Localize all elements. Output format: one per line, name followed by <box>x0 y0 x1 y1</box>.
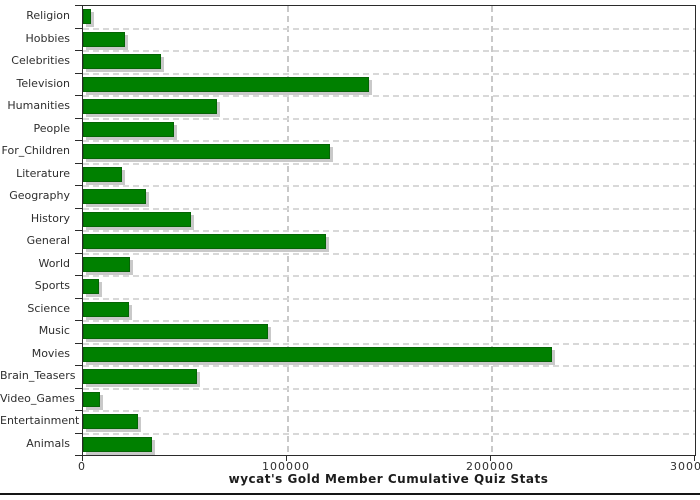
y-axis-tick <box>75 455 82 456</box>
x-axis-tick <box>694 456 695 461</box>
row-separator-gridline <box>83 163 695 165</box>
y-axis-label-humanities: Humanities <box>7 99 70 112</box>
y-axis-tick <box>75 388 82 389</box>
y-axis-tick <box>75 410 82 411</box>
x-axis-tick-label: 100000 <box>262 460 310 473</box>
y-axis-tick <box>75 275 82 276</box>
row-separator-gridline <box>83 28 695 30</box>
row-separator-gridline <box>83 230 695 232</box>
bar-science <box>83 302 129 317</box>
y-axis-label-video_games: Video_Games <box>0 392 75 405</box>
bar-television <box>83 77 369 92</box>
bar-humanities <box>83 99 217 114</box>
y-axis-label-literature: Literature <box>16 167 70 180</box>
y-axis-label-hobbies: Hobbies <box>25 32 70 45</box>
bar-animals <box>83 437 152 452</box>
row-separator-gridline <box>83 118 695 120</box>
y-axis-tick <box>75 208 82 209</box>
y-axis-tick <box>75 230 82 231</box>
y-axis-label-television: Television <box>16 77 71 90</box>
bar-sports <box>83 279 99 294</box>
y-axis-label-general: General <box>26 234 70 247</box>
x-axis-tick-label: 300000 <box>670 460 700 473</box>
row-separator-gridline <box>83 388 695 390</box>
bar-celebrities <box>83 54 161 69</box>
bar-literature <box>83 167 122 182</box>
x-axis-tick-label: 0 <box>78 460 86 473</box>
bar-movies <box>83 347 552 362</box>
bar-hobbies <box>83 32 125 47</box>
chart-title: wycat's Gold Member Cumulative Quiz Stat… <box>228 472 549 486</box>
y-axis-tick <box>75 320 82 321</box>
y-axis-tick <box>75 73 82 74</box>
y-axis-tick <box>75 433 82 434</box>
y-axis-label-music: Music <box>38 324 70 337</box>
row-separator-gridline <box>83 50 695 52</box>
row-separator-gridline <box>83 343 695 345</box>
y-axis-tick <box>75 140 82 141</box>
y-axis-tick <box>75 185 82 186</box>
y-axis-tick <box>75 343 82 344</box>
y-axis-label-movies: Movies <box>31 347 70 360</box>
y-axis-label-religion: Religion <box>26 9 70 22</box>
y-axis-tick <box>75 28 82 29</box>
row-separator-gridline <box>83 320 695 322</box>
row-separator-gridline <box>83 95 695 97</box>
x-axis-tick <box>82 456 83 461</box>
row-separator-gridline <box>83 208 695 210</box>
bar-general <box>83 234 326 249</box>
row-separator-gridline <box>83 298 695 300</box>
y-axis-label-for_children: For_Children <box>1 144 70 157</box>
bar-religion <box>83 9 91 24</box>
bar-history <box>83 212 191 227</box>
y-axis-label-geography: Geography <box>9 189 70 202</box>
y-axis-tick <box>75 253 82 254</box>
y-axis-label-world: World <box>38 257 70 270</box>
row-separator-gridline <box>83 253 695 255</box>
y-axis-label-science: Science <box>27 302 70 315</box>
bar-brain_teasers <box>83 369 197 384</box>
y-axis-tick <box>75 365 82 366</box>
row-separator-gridline <box>83 433 695 435</box>
y-axis-label-entertainment: Entertainment <box>0 414 80 427</box>
row-separator-gridline <box>83 140 695 142</box>
plot-area <box>82 5 696 456</box>
bar-for_children <box>83 144 330 159</box>
y-axis-tick <box>75 298 82 299</box>
x-axis-tick-label: 200000 <box>466 460 514 473</box>
row-separator-gridline <box>83 275 695 277</box>
y-axis-tick <box>75 5 82 6</box>
bar-entertainment <box>83 414 138 429</box>
row-separator-gridline <box>83 365 695 367</box>
y-axis-label-sports: Sports <box>34 279 70 292</box>
x-axis-tick <box>286 456 287 461</box>
bar-geography <box>83 189 146 204</box>
row-separator-gridline <box>83 410 695 412</box>
bar-people <box>83 122 174 137</box>
y-axis-label-brain_teasers: Brain_Teasers <box>0 369 76 382</box>
bar-music <box>83 324 268 339</box>
row-separator-gridline <box>83 185 695 187</box>
y-axis-label-people: People <box>33 122 70 135</box>
y-axis-tick <box>75 95 82 96</box>
bar-video_games <box>83 392 100 407</box>
y-axis-label-animals: Animals <box>26 437 70 450</box>
y-axis-label-celebrities: Celebrities <box>11 54 70 67</box>
row-separator-gridline <box>83 73 695 75</box>
y-axis-tick <box>75 50 82 51</box>
x-axis-tick <box>490 456 491 461</box>
y-axis-label-history: History <box>30 212 70 225</box>
window-bottom-edge <box>0 493 700 495</box>
bar-world <box>83 257 130 272</box>
y-axis-tick <box>75 118 82 119</box>
y-axis-tick <box>75 163 82 164</box>
